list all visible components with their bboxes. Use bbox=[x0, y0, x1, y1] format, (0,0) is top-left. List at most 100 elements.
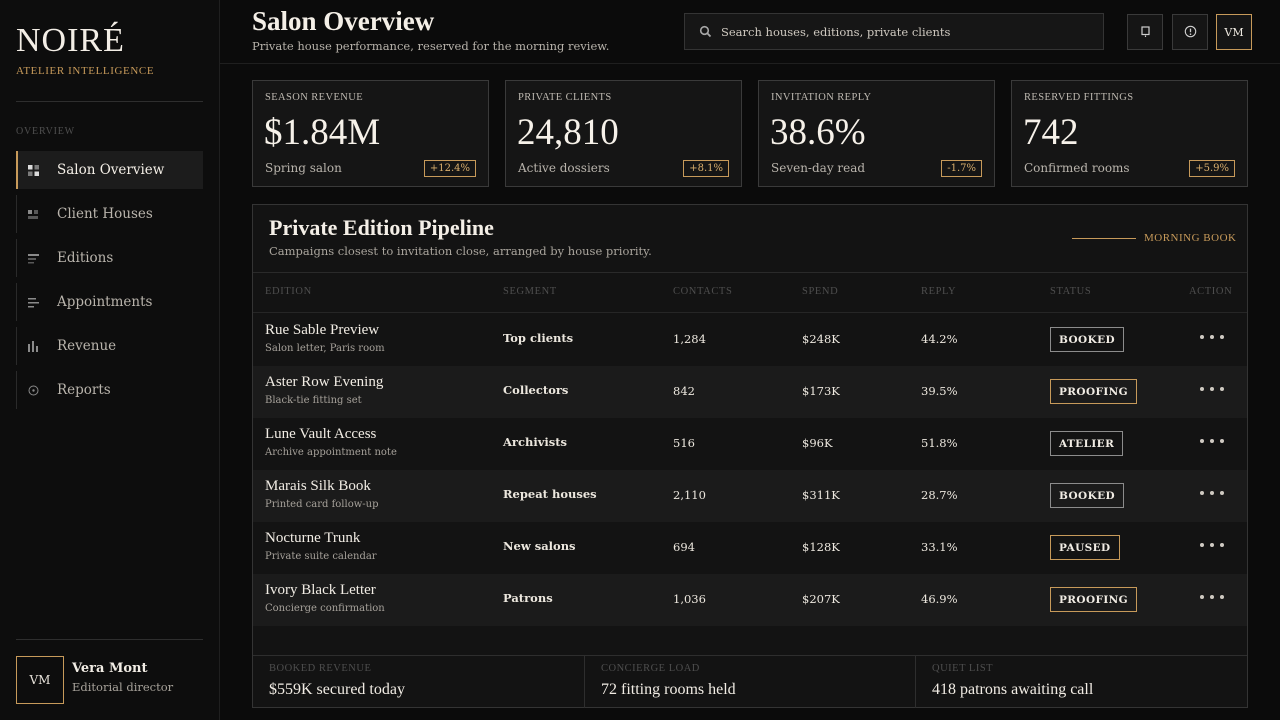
more-actions-icon[interactable] bbox=[1200, 432, 1224, 450]
summary-label: CONCIERGE LOAD bbox=[601, 663, 700, 674]
table-row[interactable]: Rue Sable Preview Salon letter, Paris ro… bbox=[253, 314, 1247, 366]
summary-label: BOOKED REVENUE bbox=[269, 663, 372, 674]
pipeline-panel: Private Edition Pipeline Campaigns close… bbox=[252, 204, 1248, 708]
kpi-value: 742 bbox=[1023, 112, 1079, 153]
segment-cell: Repeat houses bbox=[503, 487, 597, 501]
sidebar-item-editions[interactable]: Editions bbox=[16, 239, 203, 277]
more-actions-icon[interactable] bbox=[1200, 588, 1224, 606]
column-header-reply[interactable]: REPLY bbox=[921, 286, 957, 297]
kpi-card-reserved-fittings: RESERVED FITTINGS 742 Confirmed rooms +5… bbox=[1011, 80, 1248, 187]
more-actions-icon[interactable] bbox=[1200, 484, 1224, 502]
kpi-delta-badge: +8.1% bbox=[683, 160, 729, 177]
kpi-delta-badge: +12.4% bbox=[423, 160, 476, 177]
kpi-label: RESERVED FITTINGS bbox=[1024, 92, 1134, 103]
clock-icon bbox=[27, 384, 39, 396]
list-icon bbox=[27, 296, 39, 308]
contacts-cell: 842 bbox=[673, 384, 695, 398]
search-bar[interactable] bbox=[684, 13, 1104, 50]
kpi-label: INVITATION REPLY bbox=[771, 92, 872, 103]
page-subtitle: Private house performance, reserved for … bbox=[252, 39, 610, 53]
summary-footer: BOOKED REVENUE $559K secured today CONCI… bbox=[253, 655, 1247, 708]
reply-cell: 51.8% bbox=[921, 436, 958, 450]
more-actions-icon[interactable] bbox=[1200, 536, 1224, 554]
sidebar-item-label: Reports bbox=[57, 382, 111, 398]
contacts-cell: 694 bbox=[673, 540, 695, 554]
kpi-label: SEASON REVENUE bbox=[265, 92, 364, 103]
panel-tag-rule bbox=[1072, 238, 1136, 239]
kpi-caption: Spring salon bbox=[265, 161, 342, 175]
page-title: Salon Overview bbox=[252, 6, 435, 36]
sidebar-nav: Salon Overview Client Houses Editions Ap… bbox=[16, 151, 203, 415]
status-badge: BOOKED bbox=[1050, 327, 1124, 352]
info-icon bbox=[1184, 23, 1197, 42]
panel-header: Private Edition Pipeline Campaigns close… bbox=[253, 205, 1247, 273]
spend-cell: $311K bbox=[802, 488, 840, 502]
kpi-card-invitation-reply: INVITATION REPLY 38.6% Seven-day read -1… bbox=[758, 80, 995, 187]
contacts-cell: 1,284 bbox=[673, 332, 706, 346]
sidebar-item-revenue[interactable]: Revenue bbox=[16, 327, 203, 365]
contacts-cell: 2,110 bbox=[673, 488, 706, 502]
sidebar-divider bbox=[16, 639, 203, 640]
notifications-button[interactable] bbox=[1127, 14, 1163, 50]
table-row[interactable]: Nocturne Trunk Private suite calendar Ne… bbox=[253, 522, 1247, 574]
table-header: EDITION SEGMENT CONTACTS SPEND REPLY STA… bbox=[253, 273, 1247, 313]
summary-quiet-list: QUIET LIST 418 patrons awaiting call bbox=[915, 656, 1247, 708]
sidebar-item-label: Revenue bbox=[57, 338, 117, 354]
more-actions-icon[interactable] bbox=[1200, 380, 1224, 398]
table-row[interactable]: Ivory Black Letter Concierge confirmatio… bbox=[253, 574, 1247, 626]
segment-cell: Patrons bbox=[503, 591, 553, 605]
table-row[interactable]: Marais Silk Book Printed card follow-up … bbox=[253, 470, 1247, 522]
search-input[interactable] bbox=[721, 24, 1081, 39]
edition-detail: Printed card follow-up bbox=[265, 499, 379, 510]
kpi-caption: Seven-day read bbox=[771, 161, 866, 175]
contacts-cell: 1,036 bbox=[673, 592, 706, 606]
search-icon bbox=[699, 25, 713, 39]
reply-cell: 39.5% bbox=[921, 384, 958, 398]
users-icon bbox=[27, 208, 39, 220]
summary-booked-revenue: BOOKED REVENUE $559K secured today bbox=[253, 656, 585, 708]
sidebar-item-label: Client Houses bbox=[57, 206, 153, 222]
column-header-status[interactable]: STATUS bbox=[1050, 286, 1092, 297]
panel-subtitle: Campaigns closest to invitation close, a… bbox=[269, 244, 652, 258]
status-badge: ATELIER bbox=[1050, 431, 1124, 456]
contacts-cell: 516 bbox=[673, 436, 695, 450]
more-actions-icon[interactable] bbox=[1200, 328, 1224, 346]
user-name: Vera Mont bbox=[72, 661, 148, 676]
status-badge: BOOKED bbox=[1050, 483, 1124, 508]
kpi-caption: Confirmed rooms bbox=[1024, 161, 1130, 175]
edition-detail: Private suite calendar bbox=[265, 551, 377, 562]
sidebar-item-label: Salon Overview bbox=[57, 162, 165, 178]
summary-value: 418 patrons awaiting call bbox=[932, 681, 1094, 698]
column-header-contacts[interactable]: CONTACTS bbox=[673, 286, 733, 297]
column-header-spend[interactable]: SPEND bbox=[802, 286, 839, 297]
kpi-caption: Active dossiers bbox=[518, 161, 610, 175]
sidebar-item-appointments[interactable]: Appointments bbox=[16, 283, 203, 321]
summary-label: QUIET LIST bbox=[932, 663, 994, 674]
kpi-delta-badge: +5.9% bbox=[1189, 160, 1235, 177]
sidebar-item-label: Appointments bbox=[57, 294, 153, 310]
bar-chart-icon bbox=[27, 340, 39, 352]
sidebar-item-client-houses[interactable]: Client Houses bbox=[16, 195, 203, 233]
edition-detail: Salon letter, Paris room bbox=[265, 343, 385, 354]
sidebar: NOIRÉ ATELIER INTELLIGENCE OVERVIEW Salo… bbox=[0, 0, 220, 720]
info-button[interactable] bbox=[1172, 14, 1208, 50]
header-avatar[interactable]: VM bbox=[1216, 14, 1252, 50]
kpi-value: 38.6% bbox=[770, 112, 866, 153]
spend-cell: $248K bbox=[802, 332, 840, 346]
sidebar-item-label: Editions bbox=[57, 250, 114, 266]
user-role: Editorial director bbox=[72, 680, 174, 694]
avatar[interactable]: VM bbox=[16, 656, 64, 704]
edition-detail: Concierge confirmation bbox=[265, 603, 385, 614]
status-badge: PROOFING bbox=[1050, 587, 1138, 612]
column-header-segment[interactable]: SEGMENT bbox=[503, 286, 557, 297]
segment-cell: Collectors bbox=[503, 383, 569, 397]
table-row[interactable]: Aster Row Evening Black-tie fitting set … bbox=[253, 366, 1247, 418]
sidebar-item-salon-overview[interactable]: Salon Overview bbox=[16, 151, 203, 189]
segment-cell: Archivists bbox=[503, 435, 568, 449]
table-row[interactable]: Lune Vault Access Archive appointment no… bbox=[253, 418, 1247, 470]
bell-icon bbox=[1140, 23, 1151, 42]
edition-name: Aster Row Evening bbox=[265, 374, 384, 390]
reply-cell: 28.7% bbox=[921, 488, 958, 502]
sidebar-item-reports[interactable]: Reports bbox=[16, 371, 203, 409]
column-header-edition[interactable]: EDITION bbox=[265, 286, 312, 297]
